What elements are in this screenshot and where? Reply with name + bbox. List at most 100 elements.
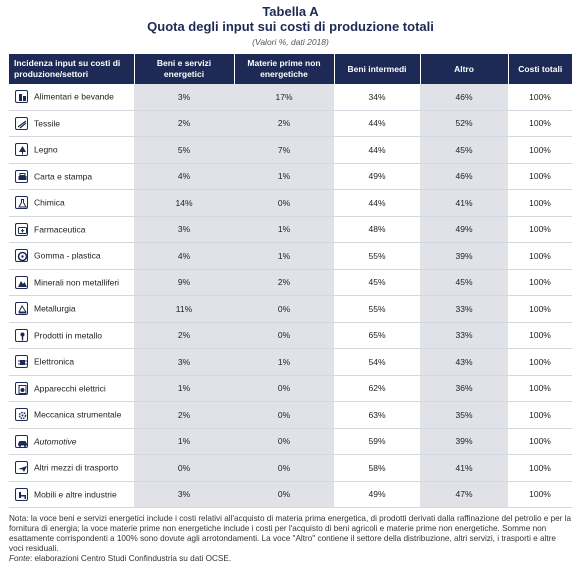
intermediate-goods-value: 49% <box>334 163 420 190</box>
other-value: 36% <box>420 375 508 402</box>
energy-value: 1% <box>134 428 234 455</box>
intermediate-goods-value: 45% <box>334 269 420 296</box>
other-value: 35% <box>420 401 508 429</box>
header-raw-materials: Materie prime non energetiche <box>234 54 335 84</box>
raw-materials-value: 0% <box>234 428 334 455</box>
intermediate-goods-value: 49% <box>334 481 420 508</box>
total-costs-value: 100% <box>508 136 572 164</box>
total-costs-value: 100% <box>508 189 572 217</box>
table-subtitle: Quota degli input sui costi di produzion… <box>147 19 434 34</box>
sector-cell: Elettronica <box>9 348 134 376</box>
table-body: Alimentari e bevande 3% 17% 34% 46% 100% Tessi… <box>9 84 572 508</box>
table-row: Gomma - plastica 4% 1% 55% 39% 100% <box>9 242 572 270</box>
sector-label: Mobili e altre industrie <box>34 489 117 500</box>
table-row: Minerali non metalliferi 9% 2% 45% 45% 100% <box>9 269 572 296</box>
chip-icon <box>15 355 28 369</box>
total-costs-value: 100% <box>508 242 572 270</box>
total-costs-value: 100% <box>508 401 572 429</box>
intermediate-goods-value: 62% <box>334 375 420 402</box>
raw-materials-value: 0% <box>234 375 334 402</box>
intermediate-goods-value: 55% <box>334 242 420 270</box>
sector-label: Gomma - plastica <box>34 250 101 261</box>
bolt-icon <box>15 328 28 342</box>
raw-materials-value: 1% <box>234 242 334 270</box>
raw-materials-value: 2% <box>234 269 334 296</box>
other-value: 41% <box>420 454 508 482</box>
tire-icon <box>15 249 28 263</box>
other-value: 39% <box>420 242 508 270</box>
sector-label: Elettronica <box>34 356 75 367</box>
sector-cell: Prodotti in metallo <box>9 322 134 349</box>
raw-materials-value: 1% <box>234 216 334 243</box>
sector-cell: Minerali non metalliferi <box>9 269 134 296</box>
sector-label: Tessile <box>34 118 60 129</box>
total-costs-value: 100% <box>508 454 572 482</box>
sector-label: Automotive <box>34 436 77 447</box>
sector-cell: Meccanica strumentale <box>9 401 134 429</box>
intermediate-goods-value: 58% <box>334 454 420 482</box>
energy-value: 5% <box>134 136 234 164</box>
sector-cell: Altri mezzi di trasporto <box>9 454 134 482</box>
notes: Nota: la voce beni e servizi energetici … <box>9 514 572 564</box>
sector-cell: Chimica <box>9 189 134 217</box>
other-value: 45% <box>420 269 508 296</box>
sector-cell: Mobili e altre industrie <box>9 481 134 508</box>
header-other: Altro <box>420 54 509 84</box>
gear-icon <box>15 408 28 422</box>
sector-label: Minerali non metalliferi <box>34 277 120 288</box>
cost-share-table: Incidenza input su costi di produzione/s… <box>9 54 572 508</box>
other-value: 43% <box>420 348 508 376</box>
units-note: (Valori %, dati 2018) <box>252 37 329 47</box>
tree-icon <box>15 143 28 157</box>
sector-cell: Automotive <box>9 428 134 455</box>
sector-label: Prodotti in metallo <box>34 330 103 341</box>
raw-materials-value: 0% <box>234 481 334 508</box>
sector-cell: Alimentari e bevande <box>9 84 134 111</box>
sector-label: Legno <box>34 144 58 155</box>
raw-materials-value: 0% <box>234 322 334 349</box>
source-label: Fonte <box>9 554 30 563</box>
other-value: 49% <box>420 216 508 243</box>
intermediate-goods-value: 55% <box>334 295 420 323</box>
total-costs-value: 100% <box>508 375 572 402</box>
table-row: Alimentari e bevande 3% 17% 34% 46% 100% <box>9 84 572 111</box>
sector-cell: Farmaceutica <box>9 216 134 243</box>
table-head: Incidenza input su costi di produzione/s… <box>9 54 572 84</box>
source-text: : elaborazioni Centro Studi Confindustri… <box>29 554 232 563</box>
sector-label: Metallurgia <box>34 303 76 314</box>
raw-materials-value: 0% <box>234 295 334 323</box>
notes-text: Nota: la voce beni e servizi energetici … <box>9 514 572 553</box>
table-row: Legno 5% 7% 44% 45% 100% <box>9 136 572 164</box>
sector-cell: Carta e stampa <box>9 163 134 190</box>
total-costs-value: 100% <box>508 428 572 455</box>
sector-label: Apparecchi elettrici <box>34 383 106 394</box>
other-value: 41% <box>420 189 508 217</box>
sector-label: Altri mezzi di trasporto <box>34 462 119 473</box>
energy-value: 3% <box>134 348 234 376</box>
energy-value: 14% <box>134 189 234 217</box>
header-intermediate-goods: Beni intermedi <box>334 54 421 84</box>
intermediate-goods-value: 44% <box>334 110 420 137</box>
energy-value: 2% <box>134 110 234 137</box>
car-icon <box>15 434 28 448</box>
total-costs-value: 100% <box>508 84 572 111</box>
table-header: Tabella A Quota degli input sui costi di… <box>0 0 581 48</box>
total-costs-value: 100% <box>508 163 572 190</box>
table-row: Altri mezzi di trasporto 0% 0% 58% 41% 100% <box>9 454 572 482</box>
energy-value: 2% <box>134 322 234 349</box>
energy-value: 1% <box>134 375 234 402</box>
sector-cell: Legno <box>9 136 134 164</box>
table-row: Carta e stampa 4% 1% 49% 46% 100% <box>9 163 572 190</box>
total-costs-value: 100% <box>508 481 572 508</box>
energy-value: 3% <box>134 84 234 111</box>
other-value: 39% <box>420 428 508 455</box>
raw-materials-value: 0% <box>234 401 334 429</box>
sector-cell: Metallurgia <box>9 295 134 323</box>
total-costs-value: 100% <box>508 295 572 323</box>
appliance-icon <box>15 381 28 395</box>
sector-cell: Gomma - plastica <box>9 242 134 270</box>
raw-materials-value: 0% <box>234 189 334 217</box>
total-costs-value: 100% <box>508 216 572 243</box>
other-value: 33% <box>420 322 508 349</box>
other-value: 46% <box>420 163 508 190</box>
